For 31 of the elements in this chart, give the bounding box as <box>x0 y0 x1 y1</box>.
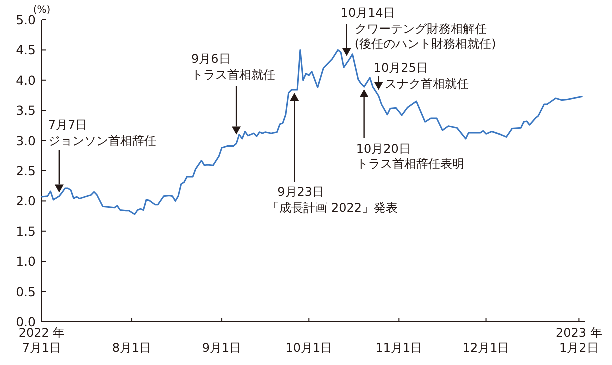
annotation: 9月23日 <box>278 185 325 199</box>
y-tick-label: 3.0 <box>16 133 36 148</box>
annotation: (後任のハント財務相就任) <box>354 37 496 51</box>
annotation: 9月23日 <box>278 93 325 199</box>
x-tick-label: 9月1日 <box>202 341 242 355</box>
x-tick-label: 11月1日 <box>376 341 423 355</box>
y-tick-label: 0.5 <box>16 284 36 300</box>
annotation: 9月6日 <box>192 52 231 66</box>
y-tick-label: 3.5 <box>16 103 36 118</box>
x-tick-label: 12月1日 <box>462 341 510 355</box>
annotation: トラス首相就任 <box>192 68 276 135</box>
annotation: クワーテング財務相解任 <box>354 22 487 36</box>
y-tick-label: 1.0 <box>16 254 36 270</box>
y-tick-label: 1.5 <box>16 224 36 239</box>
annotation: スナク首相就任 <box>384 77 469 91</box>
annotation: ジョンソン首相辞任 <box>48 134 156 148</box>
y-tick-label: 2.0 <box>16 194 36 209</box>
annotation: トラス首相就任 <box>192 68 276 82</box>
annotation: 7月7日 <box>48 118 88 132</box>
x-tick-label: 2023 年 1月2日 <box>556 326 602 355</box>
y-tick-label: 4.5 <box>16 42 36 58</box>
x-tick-label: 8月1日 <box>112 341 152 355</box>
annotation: 10月20日 <box>356 142 411 156</box>
annotation: ジョンソン首相辞任 <box>48 134 156 193</box>
y-tick-label: 2.5 <box>16 164 36 178</box>
x-tick-label: 10月1日 <box>286 341 333 355</box>
y-tick-label: 4.0 <box>16 72 36 88</box>
annotation: 10月20日 <box>356 89 411 156</box>
annotation: 10月25日 <box>374 61 428 75</box>
annotation: 「成長計画 2022」発表 <box>268 201 398 215</box>
annotation: トラス首相辞任表明 <box>356 157 464 171</box>
